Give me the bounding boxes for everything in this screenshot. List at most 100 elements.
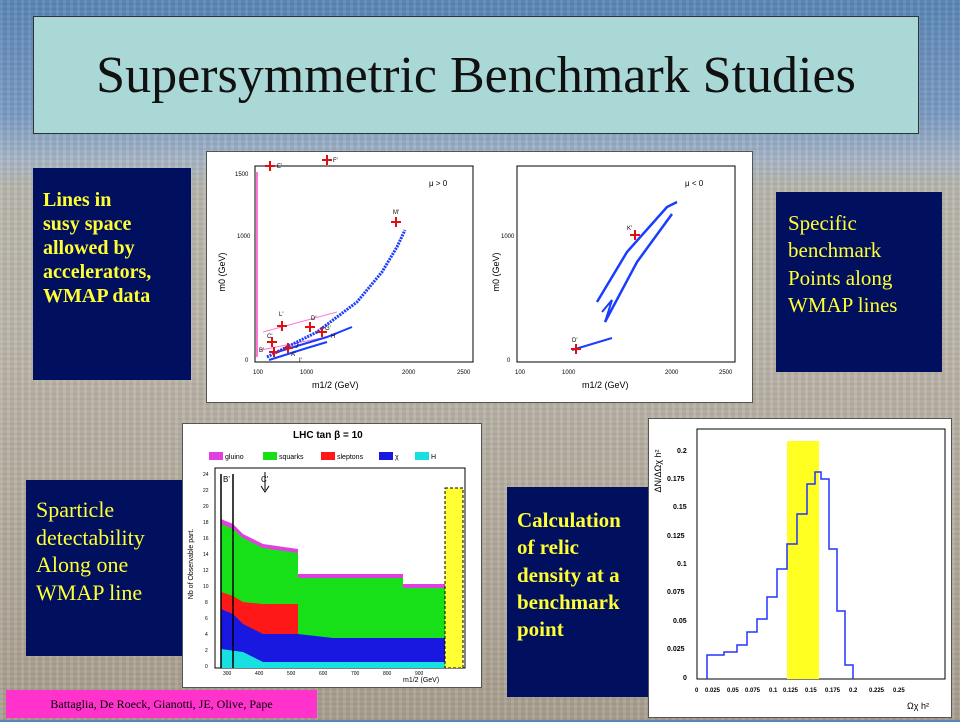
- m-half-axis-label: m1/2 (GeV): [312, 380, 359, 390]
- accelerator-lines-note: Lines in susy space allowed by accelerat…: [33, 168, 191, 380]
- plot-header: LHC tan β = 10: [293, 430, 363, 441]
- excluded-band: [444, 487, 464, 669]
- point-label: A': [291, 352, 296, 358]
- note-line: detectability: [36, 524, 145, 550]
- point-label: F': [333, 158, 338, 164]
- x-tick-label: 2000: [665, 370, 679, 376]
- y-ticks: 0 0.025 0.05 0.075 0.1 0.125 0.15 0.175 …: [667, 448, 687, 682]
- m-half-axis-label: m1/2 (GeV): [582, 380, 629, 390]
- point-label: E': [277, 164, 282, 170]
- y-tick-label: 0.15: [673, 504, 687, 511]
- x-tick-label: 0.1: [769, 688, 778, 694]
- y-tick-label: 6: [205, 616, 208, 622]
- x-tick-label: 0.05: [727, 688, 739, 694]
- x-tick-label: 500: [287, 671, 296, 677]
- y-tick-label: 8: [205, 600, 208, 606]
- y-tick-label: 20: [203, 504, 209, 510]
- note-line: benchmark: [788, 238, 882, 263]
- x-axis-label: m1/2 (GeV): [403, 677, 439, 684]
- y-tick-label: 12: [203, 568, 209, 574]
- y-axis-label: Nb of Observable part.: [188, 529, 195, 599]
- x-tick-label: 0.125: [783, 688, 799, 694]
- y-tick-label: 0: [205, 664, 208, 670]
- point-label: K': [627, 226, 632, 232]
- point-label: I': [299, 358, 302, 364]
- y-tick-label: 1500: [235, 172, 249, 178]
- legend-swatch: [209, 452, 223, 460]
- point-label: M': [393, 210, 399, 216]
- mu-positive-label: μ > 0: [429, 179, 448, 188]
- x-tick-label: 400: [255, 671, 264, 677]
- lhc-detectability-svg: LHC tan β = 10 gluino squarks sleptons χ…: [188, 430, 466, 684]
- y-tick-label: 14: [203, 552, 209, 558]
- x-tick-label: 0.25: [893, 688, 905, 694]
- x-tick-label: 0.2: [849, 688, 858, 694]
- x-tick-label: 1000: [300, 370, 314, 376]
- relic-density-note: Calculation of relic density at a benchm…: [507, 487, 660, 697]
- legend-swatch: [263, 452, 277, 460]
- point-labels: E' F' M' L' D' G' H' B' C' A' J' I': [259, 158, 399, 364]
- legend-label: H: [431, 454, 436, 461]
- y-tick-label: 0.05: [673, 618, 687, 625]
- wmap-line: [262, 311, 338, 333]
- y-tick-label: 0: [683, 675, 687, 682]
- x-tick-label: 900: [415, 671, 424, 677]
- benchmark-crosses: [265, 155, 401, 357]
- y-tick-label: 0.2: [677, 448, 687, 455]
- point-label: B': [259, 348, 264, 354]
- x-tick-label: 0: [695, 688, 699, 694]
- point-label: D': [311, 316, 316, 322]
- y-tick-label: 24: [203, 472, 209, 478]
- y-tick-label: 22: [203, 488, 209, 494]
- point-label: C': [267, 334, 272, 340]
- note-line: WMAP data: [43, 285, 151, 307]
- y-tick-label: 0.125: [667, 533, 685, 540]
- chi-area: [221, 609, 445, 668]
- x-axis-label: Ωχ h²: [907, 701, 929, 711]
- legend-label: squarks: [279, 454, 304, 461]
- wmap-strip: [268, 341, 328, 361]
- x-ticks: 300 400 500 600 700 800 900: [223, 671, 424, 677]
- y-tick-label: 0.1: [677, 561, 687, 568]
- legend-swatch: [415, 452, 429, 460]
- point-label: D': [572, 338, 577, 344]
- note-line: Specific: [788, 211, 857, 235]
- page-title: Supersymmetric Benchmark Studies: [96, 46, 856, 104]
- x-tick-label: 2000: [402, 370, 416, 376]
- legend-label: χ: [395, 454, 399, 461]
- relic-density-plot: ΔN/ΔΩχ h² Ωχ h² 0 0.025 0.05 0.075 0.1 0…: [648, 418, 952, 718]
- note-line: point: [517, 617, 564, 642]
- x-tick-label: 0.175: [825, 688, 841, 694]
- higgs-area: [221, 649, 445, 668]
- benchmark-points-note: Specific benchmark Points along WMAP lin…: [776, 192, 942, 372]
- y-tick-label: 1000: [237, 234, 251, 240]
- wmap-strip: [266, 229, 407, 359]
- y-tick-label: 16: [203, 536, 209, 542]
- y-ticks: 0 2 4 6 8 10 12 14 16 18 20 22 24: [203, 472, 209, 670]
- y-tick-label: 18: [203, 520, 209, 526]
- note-line: allowed by: [43, 237, 135, 259]
- point-label: H': [331, 334, 336, 340]
- y-tick-label: 4: [205, 632, 208, 638]
- note-line: WMAP line: [36, 579, 143, 605]
- note-line: WMAP lines: [788, 292, 898, 317]
- wmap-strip: [603, 213, 674, 323]
- x-tick-label: 1000: [562, 370, 576, 376]
- note-line: Lines in: [43, 189, 112, 211]
- y-tick-label: 1000: [501, 234, 515, 240]
- y-tick-label: 2: [205, 648, 208, 654]
- x-tick-label: 0.15: [805, 688, 817, 694]
- note-line: benchmark: [517, 589, 620, 614]
- m0-axis-label: m0 (GeV): [217, 252, 227, 291]
- benchmark-crosses: [571, 230, 640, 354]
- authors-credit: Battaglia, De Roeck, Gianotti, JE, Olive…: [6, 690, 317, 718]
- title-box: Supersymmetric Benchmark Studies: [33, 16, 919, 134]
- note-line: Points along: [788, 265, 893, 290]
- y-tick-label: 0.075: [667, 589, 685, 596]
- x-tick-label: 0.075: [745, 688, 761, 694]
- note-line: susy space: [43, 213, 132, 235]
- y-tick-label: 0: [507, 358, 511, 364]
- susy-parameter-svg: μ > 0 m0 (GeV) m1/2 (GeV) 100 1000 2000 …: [217, 155, 736, 390]
- marker-arrow: [260, 472, 270, 493]
- density-histogram: [706, 471, 854, 679]
